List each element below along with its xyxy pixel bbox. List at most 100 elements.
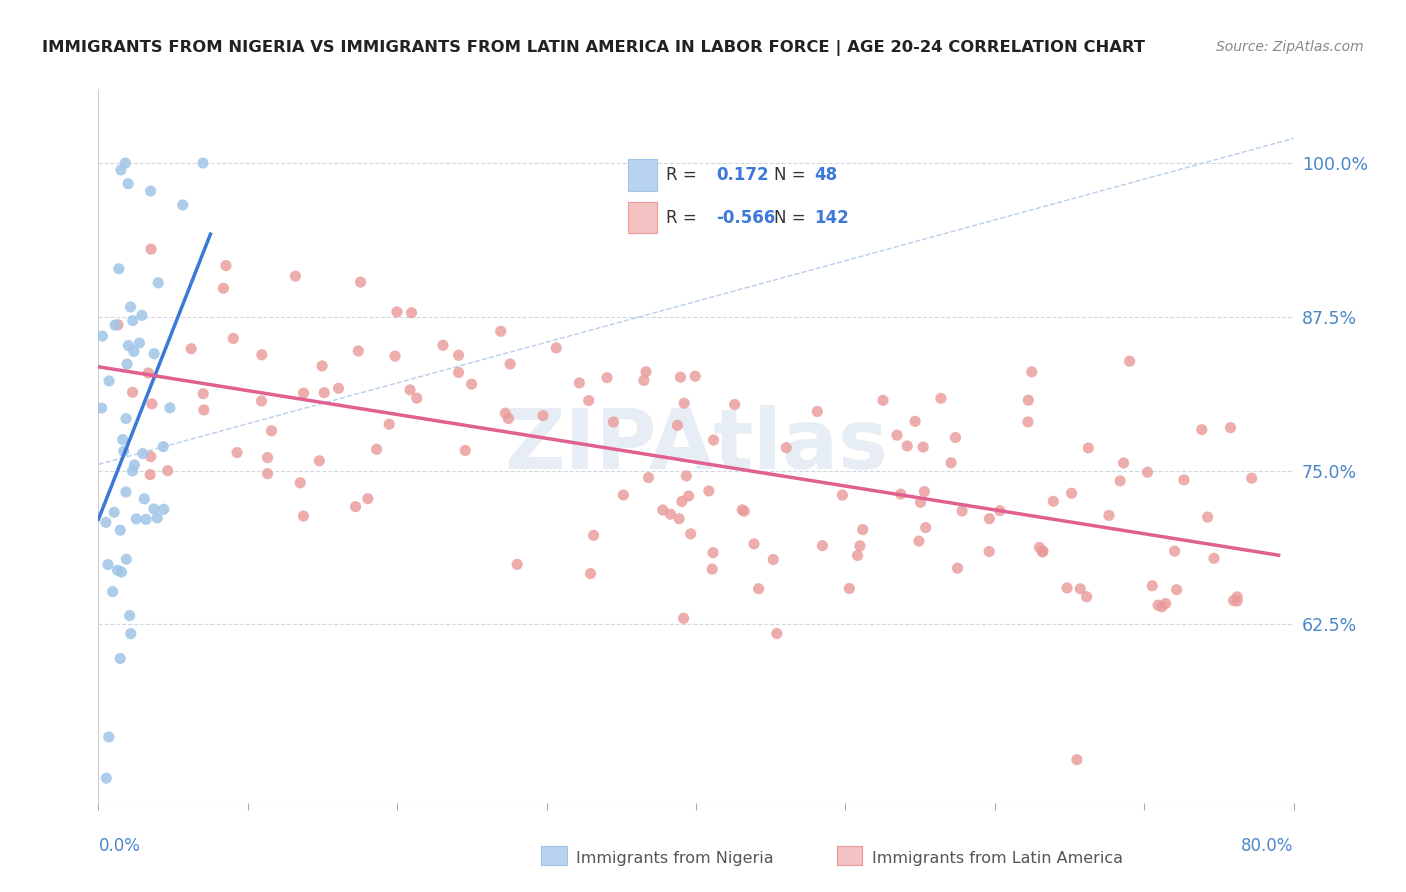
Point — [180, 342, 202, 356]
Point — [226, 445, 249, 459]
Point — [908, 534, 931, 549]
Point — [912, 484, 935, 499]
Point — [191, 156, 214, 170]
Point — [1056, 581, 1078, 595]
Point — [672, 611, 695, 625]
Point — [212, 281, 235, 295]
Point — [1222, 593, 1244, 607]
Point — [121, 464, 143, 478]
Point — [250, 348, 273, 362]
Point — [637, 470, 659, 484]
Point — [447, 366, 470, 380]
Point — [1173, 473, 1195, 487]
Point — [193, 403, 215, 417]
Point — [945, 430, 967, 444]
Point — [139, 450, 162, 464]
Point — [1142, 579, 1164, 593]
Point — [733, 504, 755, 518]
Point — [124, 458, 146, 472]
Point — [385, 305, 408, 319]
Point — [1109, 474, 1132, 488]
Point — [222, 331, 245, 345]
Point — [1042, 494, 1064, 508]
Point — [946, 561, 969, 575]
Point — [454, 443, 477, 458]
Point — [152, 440, 174, 454]
Text: 0.0%: 0.0% — [98, 837, 141, 855]
Point — [531, 409, 554, 423]
Point — [1076, 590, 1098, 604]
Point — [101, 584, 124, 599]
Point — [121, 313, 143, 327]
Point — [852, 523, 875, 537]
Point — [256, 467, 278, 481]
Point — [702, 433, 724, 447]
Point — [107, 318, 129, 332]
Point — [143, 347, 166, 361]
Point — [347, 343, 370, 358]
Point — [432, 338, 454, 352]
Point — [1098, 508, 1121, 523]
Point — [284, 269, 307, 284]
Point — [766, 626, 789, 640]
Point — [111, 433, 134, 447]
Point — [929, 392, 952, 406]
Point — [292, 509, 315, 524]
Point — [669, 370, 692, 384]
Point — [702, 546, 724, 560]
Point — [132, 447, 155, 461]
Point — [723, 398, 745, 412]
Point — [139, 242, 162, 256]
Point — [90, 401, 112, 416]
Point — [131, 309, 153, 323]
Point — [1191, 423, 1213, 437]
Point — [1032, 544, 1054, 558]
Point — [846, 549, 869, 563]
Point — [612, 488, 634, 502]
Text: IMMIGRANTS FROM NIGERIA VS IMMIGRANTS FROM LATIN AMERICA IN LABOR FORCE | AGE 20: IMMIGRANTS FROM NIGERIA VS IMMIGRANTS FR… — [42, 40, 1144, 56]
Point — [673, 396, 696, 410]
Point — [666, 418, 689, 433]
Point — [1154, 597, 1177, 611]
Point — [1021, 365, 1043, 379]
Point — [806, 404, 828, 418]
Point — [1017, 415, 1039, 429]
Text: 48: 48 — [814, 166, 838, 184]
Point — [98, 374, 121, 388]
Point — [97, 558, 120, 572]
Bar — [628, 159, 657, 191]
Point — [118, 608, 141, 623]
Point — [366, 442, 388, 457]
Point — [1166, 582, 1188, 597]
Point — [1069, 582, 1091, 596]
Point — [849, 539, 872, 553]
Point — [988, 504, 1011, 518]
Point — [579, 566, 602, 581]
Point — [120, 300, 142, 314]
Point — [494, 406, 516, 420]
Point — [896, 439, 918, 453]
Point — [1219, 420, 1241, 434]
Point — [546, 341, 568, 355]
Point — [156, 464, 179, 478]
Point — [914, 520, 936, 534]
Point — [762, 552, 785, 566]
Text: Immigrants from Nigeria: Immigrants from Nigeria — [576, 851, 775, 865]
Point — [659, 507, 682, 521]
Point — [1226, 594, 1249, 608]
Text: Immigrants from Latin America: Immigrants from Latin America — [872, 851, 1123, 865]
Point — [139, 184, 162, 198]
Point — [193, 386, 215, 401]
Point — [838, 582, 860, 596]
Point — [651, 503, 673, 517]
Point — [748, 582, 770, 596]
Point — [357, 491, 380, 506]
Point — [634, 365, 657, 379]
Point — [112, 444, 135, 458]
Point — [678, 489, 700, 503]
Text: R =: R = — [666, 209, 697, 227]
Point — [152, 502, 174, 516]
Point — [742, 537, 765, 551]
Point — [401, 306, 423, 320]
Point — [979, 544, 1001, 558]
